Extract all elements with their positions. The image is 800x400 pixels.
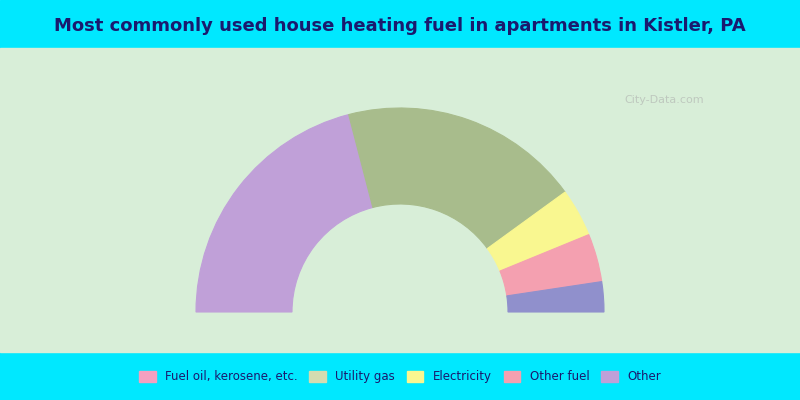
Wedge shape <box>349 108 565 248</box>
Wedge shape <box>506 282 604 312</box>
Wedge shape <box>500 235 602 296</box>
Text: Most commonly used house heating fuel in apartments in Kistler, PA: Most commonly used house heating fuel in… <box>54 17 746 35</box>
Wedge shape <box>487 192 589 271</box>
Bar <box>0 0 800 48</box>
Text: City-Data.com: City-Data.com <box>624 95 704 105</box>
Bar <box>0 48 800 352</box>
Bar <box>0 352 800 400</box>
Legend: Fuel oil, kerosene, etc., Utility gas, Electricity, Other fuel, Other: Fuel oil, kerosene, etc., Utility gas, E… <box>134 366 666 388</box>
Wedge shape <box>196 114 373 312</box>
